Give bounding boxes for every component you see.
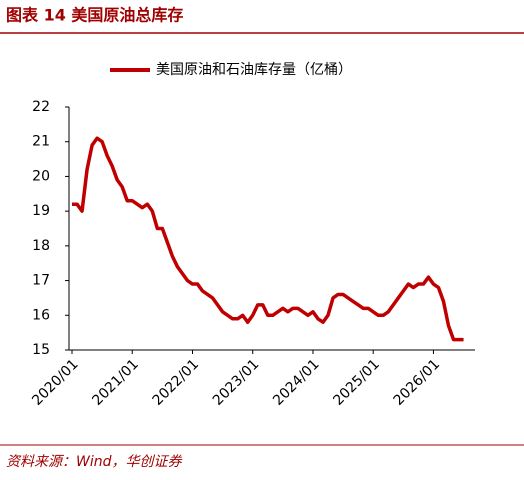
y-tick-label: 17 — [32, 273, 50, 289]
x-tick-label: 2022/01 — [150, 356, 202, 408]
chart-title: 图表 14 美国原油总库存 — [6, 6, 183, 25]
y-tick-label: 15 — [32, 342, 50, 358]
y-tick-label: 20 — [32, 168, 50, 184]
x-tick-label: 2024/01 — [270, 356, 322, 408]
x-tick-label: 2023/01 — [210, 356, 262, 408]
y-tick-label: 21 — [32, 134, 50, 150]
y-tick-label: 16 — [32, 307, 50, 323]
x-tick-label: 2020/01 — [29, 356, 81, 408]
x-tick-label: 2026/01 — [391, 356, 443, 408]
y-tick-label: 22 — [32, 99, 50, 115]
source: 资料来源：Wind，华创证券 — [6, 454, 182, 470]
line — [72, 136, 464, 342]
y-tick-label: 18 — [32, 238, 50, 254]
x-tick-label: 2025/01 — [330, 356, 382, 408]
legend-label: 美国原油和石油库存量（亿桶） — [156, 62, 352, 78]
x-tick-label: 2021/01 — [89, 356, 141, 408]
y-tick-label: 19 — [32, 203, 50, 219]
